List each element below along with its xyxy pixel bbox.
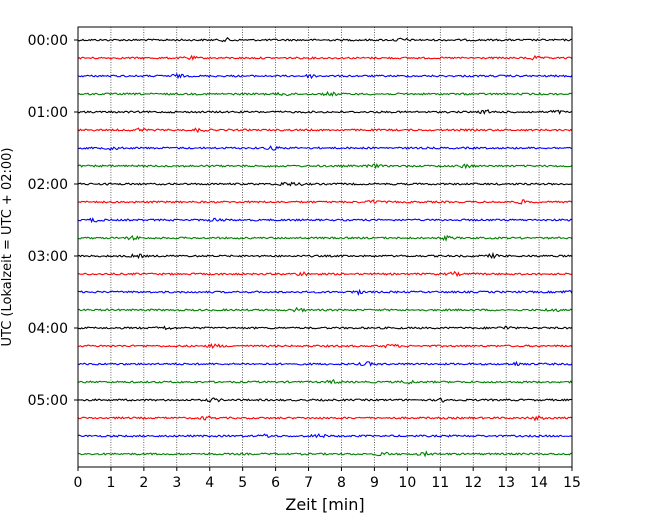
trace-line [77,306,573,313]
trace-line [77,288,573,296]
trace-line [77,90,573,97]
x-grid [110,27,540,467]
x-tick-label: 0 [74,475,83,491]
x-tick-label: 11 [431,475,449,491]
trace-line [77,54,573,61]
x-tick-label: 13 [497,475,515,491]
trace-line [77,145,573,151]
x-tick-label: 4 [205,475,214,491]
trace-line [77,433,573,439]
y-tick-label: 01:00 [28,105,68,121]
y-axis-label: UTC (Lokalzeit = UTC + 02:00) [0,148,15,347]
x-axis-ticks: 0 1 2 3 4 5 6 7 8 9 10 11 12 13 14 15 [74,467,581,491]
y-tick-label: 03:00 [28,249,68,265]
seismogram-traces [77,37,573,458]
trace-line [77,325,573,331]
trace-line [77,270,573,278]
x-tick-label: 6 [271,475,280,491]
plot-frame [77,26,573,468]
x-tick-label: 9 [370,475,379,491]
y-tick-label: 05:00 [28,393,68,409]
x-tick-label: 5 [238,475,247,491]
x-tick-label: 7 [304,475,313,491]
x-tick-label: 12 [464,475,482,491]
x-tick-label: 2 [139,475,148,491]
trace-line [77,415,573,422]
trace-line [77,108,573,115]
trace-line [77,360,573,367]
y-axis-ticks: 00:00 01:00 02:00 03:00 04:00 05:00 [28,33,78,409]
x-tick-label: 15 [563,475,581,491]
trace-line [77,343,573,349]
x-tick-label: 1 [106,475,115,491]
trace-line [77,127,573,134]
x-axis-label: Zeit [min] [285,495,364,514]
x-tick-label: 14 [530,475,548,491]
trace-line [77,162,573,170]
trace-line [77,37,573,43]
trace-line [77,234,573,243]
x-tick-label: 8 [337,475,346,491]
trace-line [77,217,573,224]
trace-line [77,72,573,80]
y-tick-label: 00:00 [28,33,68,49]
trace-line [77,397,573,403]
x-tick-label: 3 [172,475,181,491]
y-tick-label: 04:00 [28,321,68,337]
trace-line [77,251,573,260]
trace-line [77,181,573,187]
y-tick-label: 02:00 [28,177,68,193]
trace-line [77,378,573,385]
x-tick-label: 10 [398,475,416,491]
trace-line [77,450,573,458]
trace-line [77,199,573,205]
